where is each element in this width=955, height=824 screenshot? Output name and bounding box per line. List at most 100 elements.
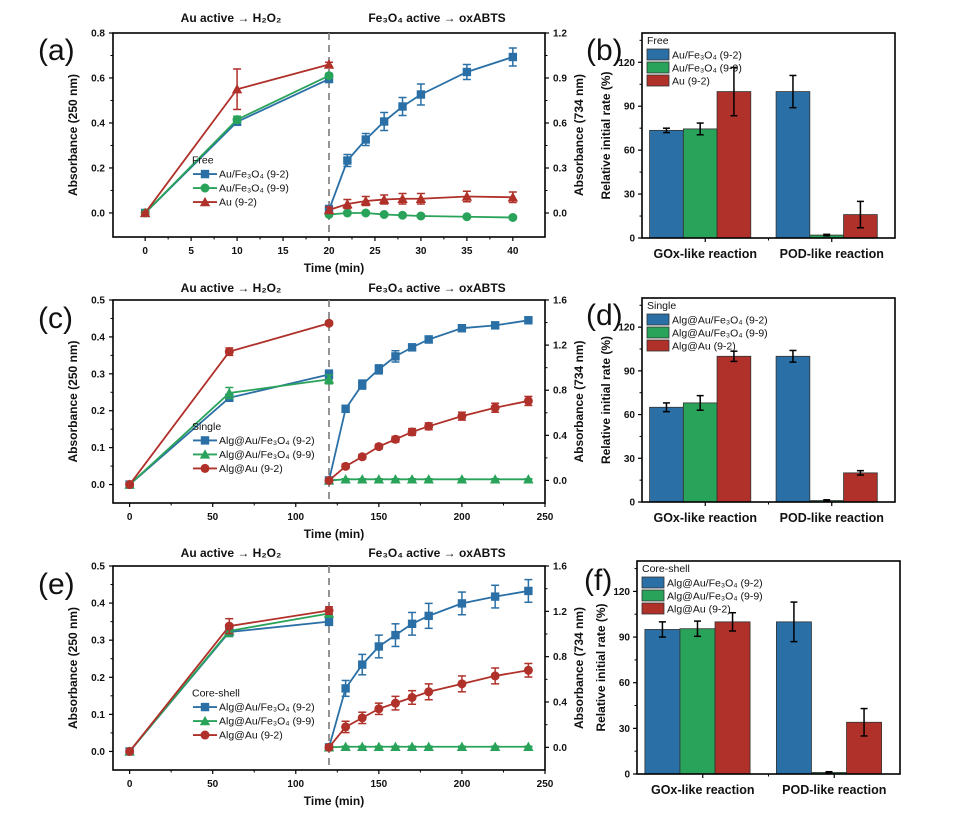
data-point bbox=[232, 115, 242, 125]
data-point bbox=[391, 352, 400, 361]
data-point bbox=[407, 692, 417, 702]
x-tick-label: 30 bbox=[415, 246, 427, 257]
x-axis-title: Time (min) bbox=[304, 794, 364, 808]
data-point bbox=[423, 741, 434, 751]
data-point bbox=[374, 442, 384, 452]
data-point bbox=[489, 474, 501, 484]
y-tick-label: 90 bbox=[624, 102, 636, 113]
x-tick-label: 150 bbox=[371, 779, 388, 790]
data-point bbox=[523, 474, 534, 484]
legend-label: Alg@Au (9-2) bbox=[672, 341, 736, 353]
data-point bbox=[523, 396, 533, 406]
category-label: POD-like reaction bbox=[780, 511, 884, 525]
data-point bbox=[379, 117, 389, 126]
category-label: GOx-like reaction bbox=[653, 247, 757, 261]
y-left-tick-label: 0.4 bbox=[91, 599, 105, 610]
data-point bbox=[457, 323, 467, 333]
legend-swatch bbox=[646, 61, 670, 74]
x-tick-label: 20 bbox=[323, 246, 335, 257]
y-left-tick-label: 0.3 bbox=[91, 636, 105, 647]
y-right-tick-label: 0.0 bbox=[553, 476, 567, 487]
data-point bbox=[457, 599, 467, 608]
category-label: GOx-like reaction bbox=[651, 783, 755, 797]
data-point bbox=[456, 474, 468, 484]
data-point bbox=[357, 474, 368, 484]
data-point bbox=[423, 474, 434, 484]
panel-label: (a) bbox=[38, 34, 75, 67]
data-point bbox=[507, 192, 519, 202]
data-point bbox=[341, 684, 350, 693]
data-point bbox=[324, 742, 334, 752]
data-point bbox=[373, 474, 385, 484]
left-section-title: Au active → H₂O₂ bbox=[181, 281, 282, 295]
y-tick-label: 60 bbox=[624, 146, 636, 157]
legend-label: Alg@Au/Fe₃O₄ (9-2) bbox=[672, 315, 768, 327]
panel-label: (f) bbox=[584, 564, 612, 597]
y-left-tick-label: 0.5 bbox=[91, 562, 105, 573]
data-point bbox=[490, 671, 500, 681]
bar bbox=[679, 628, 716, 775]
y-right-tick-label: 0.4 bbox=[553, 698, 567, 709]
legend-label: Au (9-2) bbox=[672, 76, 710, 88]
plot-frame bbox=[641, 32, 896, 239]
category-label: POD-like reaction bbox=[780, 247, 884, 261]
data-point bbox=[358, 380, 367, 389]
legend-swatch bbox=[641, 589, 665, 602]
right-section-title: Fe₃O₄ active → oxABTS bbox=[368, 11, 505, 25]
data-point bbox=[324, 318, 334, 328]
y-left-axis-title: Absorbance (250 nm) bbox=[66, 607, 80, 729]
y-right-axis-title: Absorbance (734 nm) bbox=[572, 607, 586, 729]
y-right-tick-label: 1.2 bbox=[553, 607, 567, 618]
legend-title: Single bbox=[192, 421, 221, 433]
data-point bbox=[340, 741, 351, 751]
panel-label: (e) bbox=[38, 568, 75, 601]
data-point bbox=[461, 191, 473, 201]
legend-marker bbox=[200, 183, 210, 193]
x-tick-label: 150 bbox=[371, 512, 388, 523]
bar bbox=[649, 406, 684, 503]
y-tick-label: 90 bbox=[619, 633, 631, 644]
data-point bbox=[406, 741, 418, 751]
panel-e: (e) Au active → H₂O₂ Fe₃O₄ active → oxABTS… bbox=[38, 546, 586, 808]
panel-a: (a) Au active → H₂O₂ Fe₃O₄ active → oxABTS… bbox=[38, 11, 586, 275]
legend-title: Core-shell bbox=[192, 688, 240, 700]
legend-title: Single bbox=[647, 300, 676, 312]
data-point bbox=[456, 741, 468, 751]
panel-b: (b) GOx-like reaction POD-like reaction 0 30… bbox=[586, 32, 896, 261]
legend-marker bbox=[199, 196, 211, 207]
bar bbox=[775, 355, 811, 503]
data-point bbox=[390, 698, 400, 708]
data-point bbox=[341, 461, 351, 471]
y-left-tick-label: 0.2 bbox=[91, 406, 105, 417]
data-point bbox=[416, 90, 426, 99]
series-1 bbox=[124, 374, 534, 489]
x-tick-label: 0 bbox=[127, 512, 133, 523]
right-series-line bbox=[328, 745, 529, 749]
y-tick-label: 0 bbox=[629, 498, 635, 509]
legend-label: Alg@Au (9-2) bbox=[219, 463, 283, 475]
x-tick-label: 100 bbox=[287, 512, 304, 523]
data-point bbox=[508, 52, 518, 62]
legend-swatch bbox=[646, 48, 670, 61]
data-point bbox=[391, 630, 400, 640]
legend-label: Au/Fe₃O₄ (9-9) bbox=[672, 63, 742, 75]
y-right-tick-label: 1.6 bbox=[553, 562, 567, 573]
x-tick-label: 200 bbox=[454, 512, 471, 523]
data-point bbox=[324, 606, 334, 616]
legend-label: Alg@Au/Fe₃O₄ (9-9) bbox=[219, 716, 315, 728]
data-point bbox=[374, 365, 384, 374]
x-tick-label: 25 bbox=[369, 246, 381, 257]
legend-label: Alg@Au (9-2) bbox=[219, 730, 283, 742]
data-point bbox=[324, 475, 334, 485]
y-left-tick-label: 0.0 bbox=[91, 480, 105, 491]
right-series-line bbox=[328, 590, 529, 748]
right-series-line bbox=[328, 669, 529, 748]
legend-label: Au/Fe₃O₄ (9-9) bbox=[219, 183, 289, 195]
data-point bbox=[342, 198, 353, 209]
data-point bbox=[125, 480, 135, 490]
